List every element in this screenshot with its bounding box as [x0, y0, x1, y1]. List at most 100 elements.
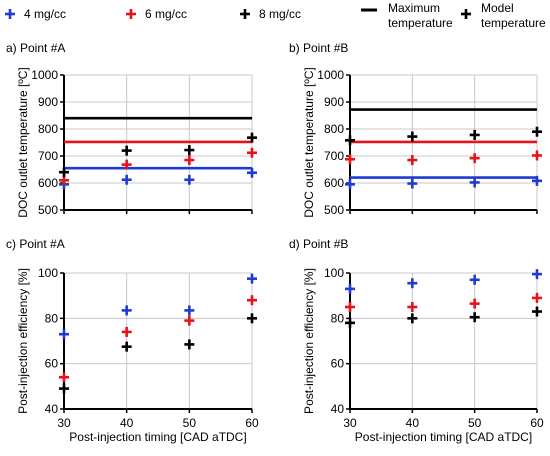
x-tick-label: 50 [468, 416, 482, 430]
data-point [247, 132, 257, 143]
data-point [247, 147, 257, 158]
y-tick-label: 60 [45, 357, 59, 371]
legend-item: 6 mg/cc [126, 7, 187, 21]
data-point [247, 167, 257, 178]
data-point [469, 298, 480, 309]
series [345, 306, 542, 328]
gridlines [349, 272, 538, 410]
data-point [407, 155, 418, 166]
x-tick-label: 30 [57, 416, 71, 430]
legend-item: Maximum temperature [361, 1, 453, 30]
legend: 4 mg/cc 6 mg/cc 8 mg/cc Maximum temperature M… [5, 1, 546, 30]
data-point [532, 175, 542, 186]
data-point [407, 278, 418, 289]
data-point [345, 302, 355, 312]
y-tick-label: 500 [324, 203, 344, 217]
legend-item: 8 mg/cc [240, 7, 301, 21]
chart-title: a) Point #A [6, 41, 65, 55]
data-point [345, 317, 355, 328]
data-point [121, 341, 132, 352]
data-point [532, 306, 542, 317]
data-point [345, 154, 355, 165]
x-tick-label: 50 [183, 416, 197, 430]
gridlines [63, 272, 253, 410]
data-point [469, 312, 480, 323]
y-tick-label: 900 [38, 95, 58, 109]
series [345, 126, 542, 146]
data-point [121, 159, 132, 170]
chart-title: c) Point #A [6, 237, 65, 251]
data-point [184, 305, 195, 316]
series [59, 295, 257, 383]
data-point [59, 167, 69, 178]
data-point [59, 372, 69, 383]
y-tick-label: 800 [324, 122, 344, 136]
data-point [184, 315, 195, 326]
data-point [407, 178, 418, 189]
data-point [184, 174, 195, 185]
data-point [59, 329, 69, 340]
x-tick-label: 40 [120, 416, 134, 430]
x-tick-label: 30 [343, 416, 357, 430]
legend-label: 4 mg/cc [24, 7, 66, 21]
y-tick-label: 40 [45, 402, 59, 416]
data-point [345, 135, 355, 146]
series [345, 269, 542, 294]
series [345, 292, 542, 312]
legend-label: 8 mg/cc [259, 7, 301, 21]
data-point [184, 339, 195, 350]
data-point [59, 383, 69, 394]
x-tick-label: 40 [406, 416, 420, 430]
data-point [247, 313, 257, 324]
data-point [532, 150, 542, 161]
y-tick-label: 800 [38, 122, 58, 136]
data-point [532, 269, 542, 280]
series [59, 147, 257, 186]
series [345, 175, 542, 190]
legend-marker-plus [461, 9, 471, 19]
data-point [184, 145, 195, 156]
data-point [121, 145, 132, 156]
data-point [407, 302, 418, 312]
series [59, 273, 257, 340]
series [345, 150, 542, 166]
y-axis-label: Post-injection efficiency [%] [16, 268, 30, 414]
legend-label: Maximum temperature [388, 1, 453, 30]
y-axis-label: Post-injection efficiency [%] [302, 268, 316, 414]
y-tick-label: 80 [331, 311, 345, 325]
legend-marker-plus [240, 9, 250, 19]
x-tick-label: 60 [530, 416, 544, 430]
data-point [345, 179, 355, 190]
y-tick-label: 40 [331, 402, 345, 416]
data-point [532, 292, 542, 303]
y-axis-label: DOC outlet temperature [ºC] [16, 67, 30, 217]
y-tick-label: 100 [324, 266, 344, 280]
y-tick-label: 60 [331, 357, 345, 371]
data-point [532, 126, 542, 137]
y-tick-label: 80 [45, 311, 59, 325]
chart-title: b) Point #B [289, 41, 348, 55]
data-point [121, 305, 132, 316]
data-point [247, 273, 257, 284]
x-tick-label: 60 [245, 416, 259, 430]
legend-marker-plus [126, 9, 136, 19]
y-axis-label: DOC outlet temperature [ºC] [302, 67, 316, 217]
data-point [345, 283, 355, 294]
data-point [407, 131, 418, 142]
series [59, 167, 257, 190]
data-point [121, 174, 132, 185]
legend-label: 6 mg/cc [145, 7, 187, 21]
y-tick-label: 700 [38, 149, 58, 163]
data-point [121, 326, 132, 337]
data-point [407, 313, 418, 324]
y-tick-label: 100 [38, 266, 58, 280]
series [59, 132, 257, 178]
legend-item: Model temperature [461, 1, 546, 30]
data-point [469, 177, 480, 188]
